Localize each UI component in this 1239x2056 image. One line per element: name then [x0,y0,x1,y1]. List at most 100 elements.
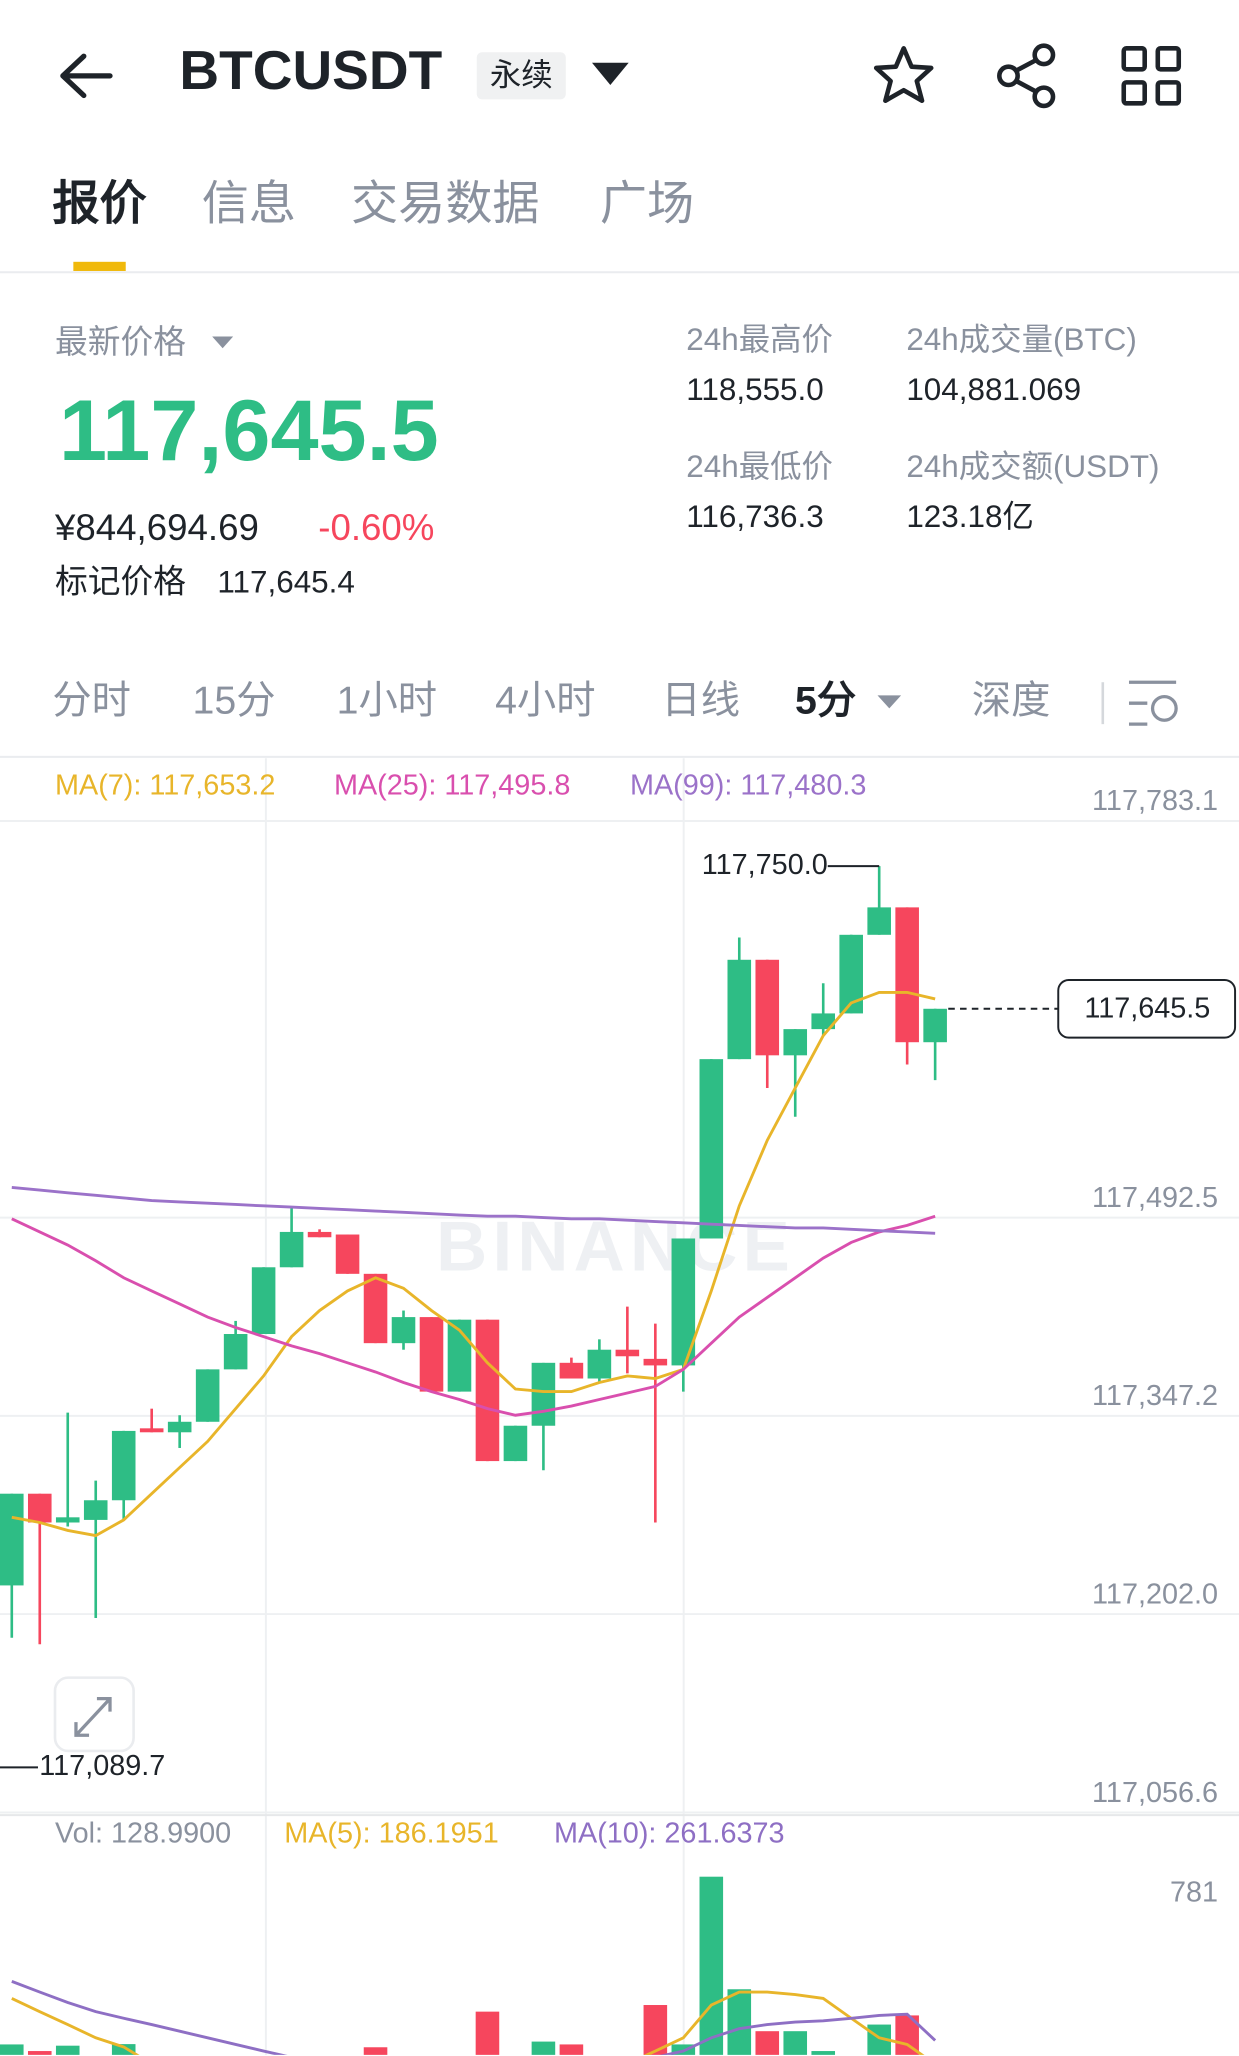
stat-label: 24h成交量(BTC) [906,322,1136,357]
y-tick-label: 781 [1170,1876,1218,1908]
legend-entry: MA(99): 117,480.3 [630,770,866,802]
candle-body [27,1493,52,1523]
interval-active[interactable]: 5分 [795,679,856,723]
volume-legend: MA(10): 261.6373 [554,1817,785,1849]
candle-body [307,1231,332,1238]
candle-body [559,1362,584,1379]
interval[interactable]: 1小时 [337,679,437,723]
stat-value: 116,736.3 [686,499,823,534]
candle-body [811,1013,836,1030]
low-label: 117,089.7 [39,1750,165,1782]
volume-bar [727,1989,752,2055]
tab-indicator [73,261,126,271]
candle-body [895,907,919,1043]
candle-body [503,1425,528,1462]
y-tick-label: 117,347.2 [1092,1380,1218,1412]
interval[interactable]: 4小时 [495,679,595,723]
candle-body [419,1317,444,1392]
y-tick-label: 117,783.1 [1092,785,1218,817]
interval-dropdown[interactable] [877,695,902,709]
favorite-icon[interactable] [873,46,934,104]
candle-body [727,959,752,1060]
price-dropdown[interactable] [212,336,234,349]
candle-body [615,1349,640,1357]
interval[interactable]: 日线 [661,679,740,723]
legend-entry: MA(7): 117,653.2 [55,770,275,802]
candle-body [195,1369,220,1422]
last-price-tag [1057,978,1237,1039]
stat-value: 123.18亿 [906,499,1034,534]
volume-bar [783,2031,808,2055]
candle-body [671,1238,696,1366]
candle-body [55,1517,80,1523]
back-button[interactable] [60,53,113,99]
stat-label: 24h最低价 [686,449,833,484]
interval[interactable]: 深度 [972,679,1051,723]
stat-label: 24h成交额(USDT) [906,449,1159,484]
stat-value: 104,881.069 [906,372,1081,407]
tab[interactable]: 广场 [600,176,694,229]
volume-plot [0,1876,937,2055]
y-tick-label: 117,202.0 [1092,1578,1218,1610]
high-label: 117,750.0 [702,849,828,881]
tab[interactable]: 报价 [52,176,147,229]
last-price: 117,645.5 [59,383,439,479]
tab[interactable]: 信息 [202,176,296,229]
symbol-dropdown[interactable] [591,62,629,85]
y-tick-label: 117,492.5 [1092,1182,1218,1214]
volume-ma-line [11,1980,937,2055]
candle-body [783,1029,808,1056]
volume-bar [363,2047,388,2055]
candle-body [923,1008,947,1043]
ma-line [11,1186,936,1235]
mark-price: 117,645.4 [217,564,354,599]
candle-body [0,1493,24,1586]
candle-body [167,1421,192,1433]
tab[interactable]: 交易数据 [351,176,540,229]
volume-bar [111,2044,136,2055]
badge: 永续 [490,57,553,92]
candle-body [755,959,780,1056]
y-tick-label: 117,056.6 [1092,1777,1218,1809]
candle-body [699,1059,724,1239]
volume-bar [755,2031,780,2055]
candle-body [223,1334,248,1370]
volume-bar [531,2041,556,2055]
price-label: 最新价格 [55,323,186,360]
volume-legend: MA(5): 186.1951 [284,1817,499,1849]
interval[interactable]: 分时 [52,679,131,723]
candle-body [251,1267,276,1335]
candle-body [531,1362,556,1426]
interval[interactable]: 15分 [193,679,276,723]
candle-body [643,1358,668,1366]
volume-bar [699,1876,724,2055]
candle-body [839,934,863,1014]
volume-bar [55,2045,80,2055]
candle-body [279,1231,304,1268]
change: -0.60% [318,507,434,548]
menu-icon[interactable] [1121,46,1182,106]
candle-body [391,1317,416,1344]
volume-label: Vol: 128.9900 [55,1817,231,1849]
candle-body [83,1500,108,1520]
share-icon[interactable] [997,43,1056,109]
fullscreen-icon [74,1696,112,1737]
volume-bar [643,2005,668,2055]
ma-line [11,1214,936,1417]
last-price-label: 117,645.5 [1084,993,1210,1025]
volume-bar [0,2044,24,2055]
volume-bar [895,2015,919,2055]
stat-label: 24h最高价 [686,322,833,357]
symbol: BTCUSDT [179,39,442,101]
volume-bar [475,2011,500,2055]
settings-icon[interactable] [1128,680,1178,726]
ma-line [11,990,936,1538]
volume-bar [811,2051,836,2055]
candle-body [587,1349,612,1379]
plot: 117,783.1 117,492.5 117,347.2 117,202.0 117,… [0,770,1239,1908]
volume-ma-line [11,1990,925,2055]
volume-bar [559,2044,584,2055]
legend-entry: MA(25): 117,495.8 [334,770,570,802]
